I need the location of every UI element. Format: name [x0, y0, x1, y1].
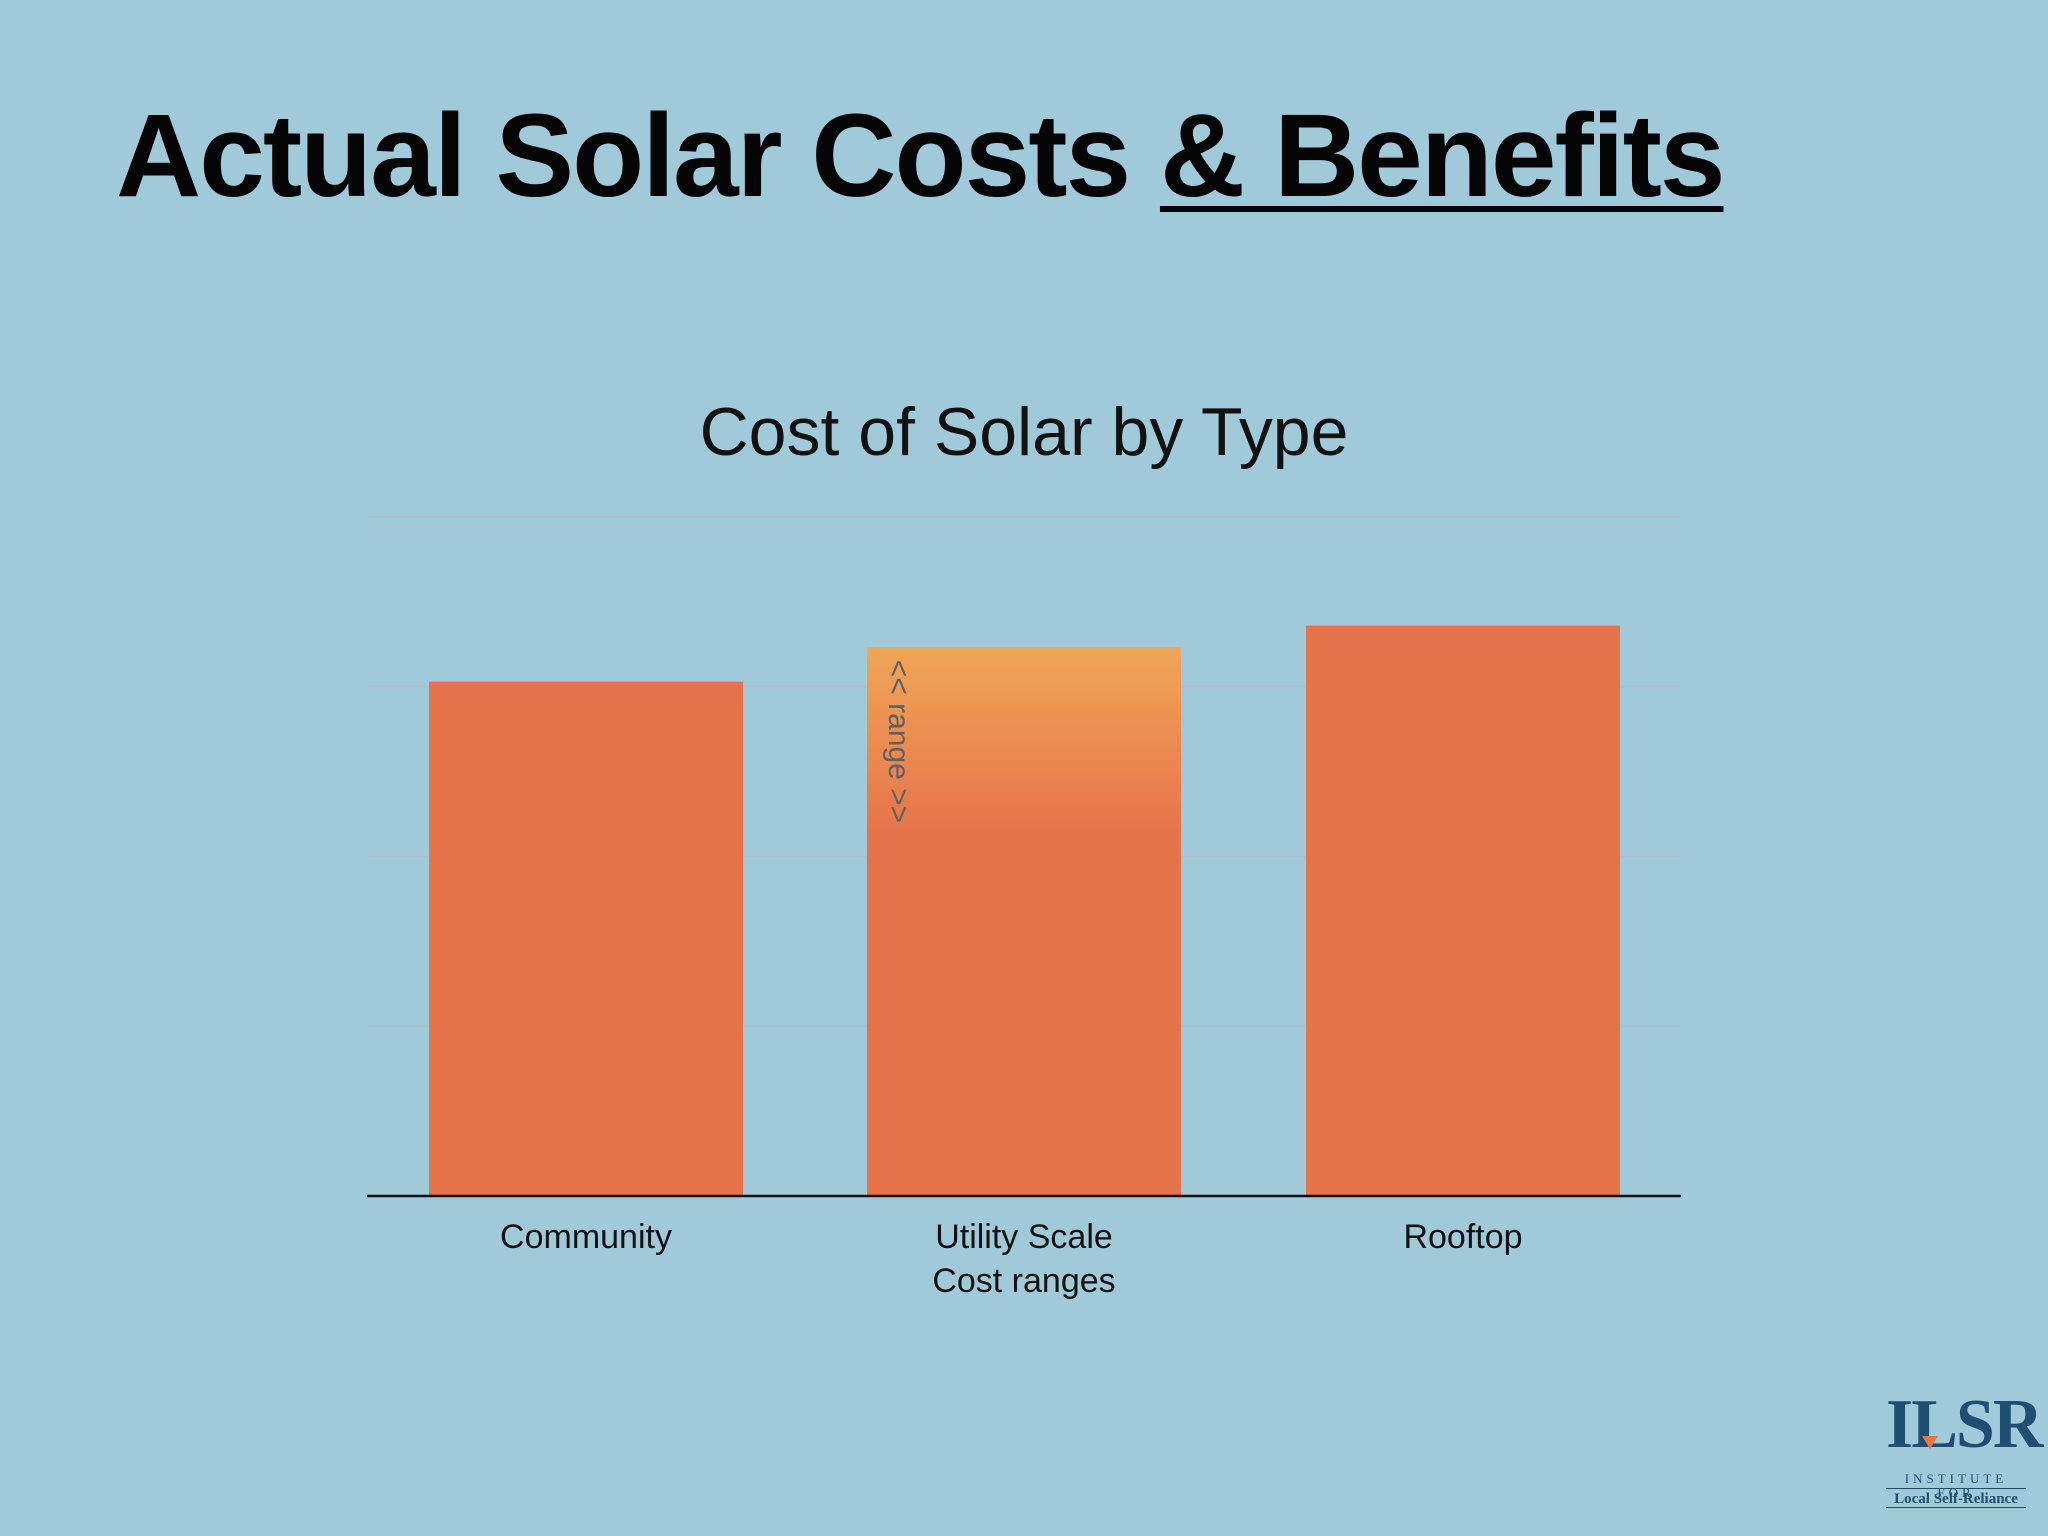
category-label: Community: [500, 1218, 672, 1256]
logo-line-institute: INSTITUTE FOR: [1904, 1471, 2008, 1500]
category-label: Cost ranges: [932, 1262, 1115, 1300]
slide-title: Actual Solar Costs & Benefits: [116, 86, 1726, 228]
range-overlay: [867, 647, 1181, 832]
bar-community: [429, 681, 743, 1196]
bar-rooftop: [1306, 625, 1620, 1196]
chart-title: Cost of Solar by Type: [699, 394, 1349, 470]
logo-mark: ILSR: [1886, 1386, 2043, 1463]
logo-line-name: Local Self-Reliance: [1886, 1488, 2026, 1508]
range-label: << range >>: [882, 660, 915, 823]
slide-title-main: Actual Solar Costs: [116, 90, 1131, 222]
ilsr-logo: ILSR INSTITUTE FOR Local Self-Reliance: [1886, 1384, 2043, 1510]
slide-title-emphasis: & Benefits: [1159, 90, 1726, 222]
logo-triangle-icon: [1922, 1436, 1938, 1449]
category-labels: Community Utility Scale Cost ranges Rooftop: [500, 1218, 1523, 1300]
category-label: Rooftop: [1403, 1218, 1522, 1256]
category-label: Utility Scale: [935, 1218, 1113, 1256]
bars: << range >>: [429, 625, 1620, 1196]
